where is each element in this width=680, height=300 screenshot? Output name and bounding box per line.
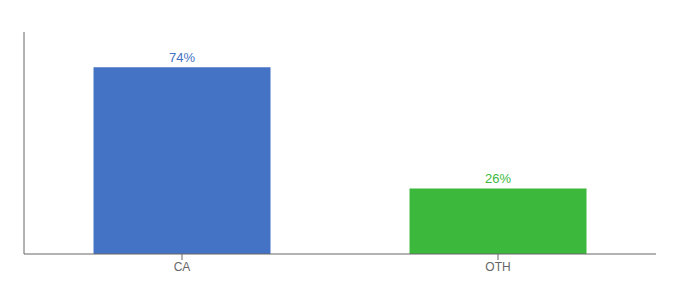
svg-text:CA: CA [174,260,191,274]
svg-text:74%: 74% [169,50,195,65]
svg-text:26%: 26% [485,171,511,186]
svg-text:OTH: OTH [485,260,510,274]
